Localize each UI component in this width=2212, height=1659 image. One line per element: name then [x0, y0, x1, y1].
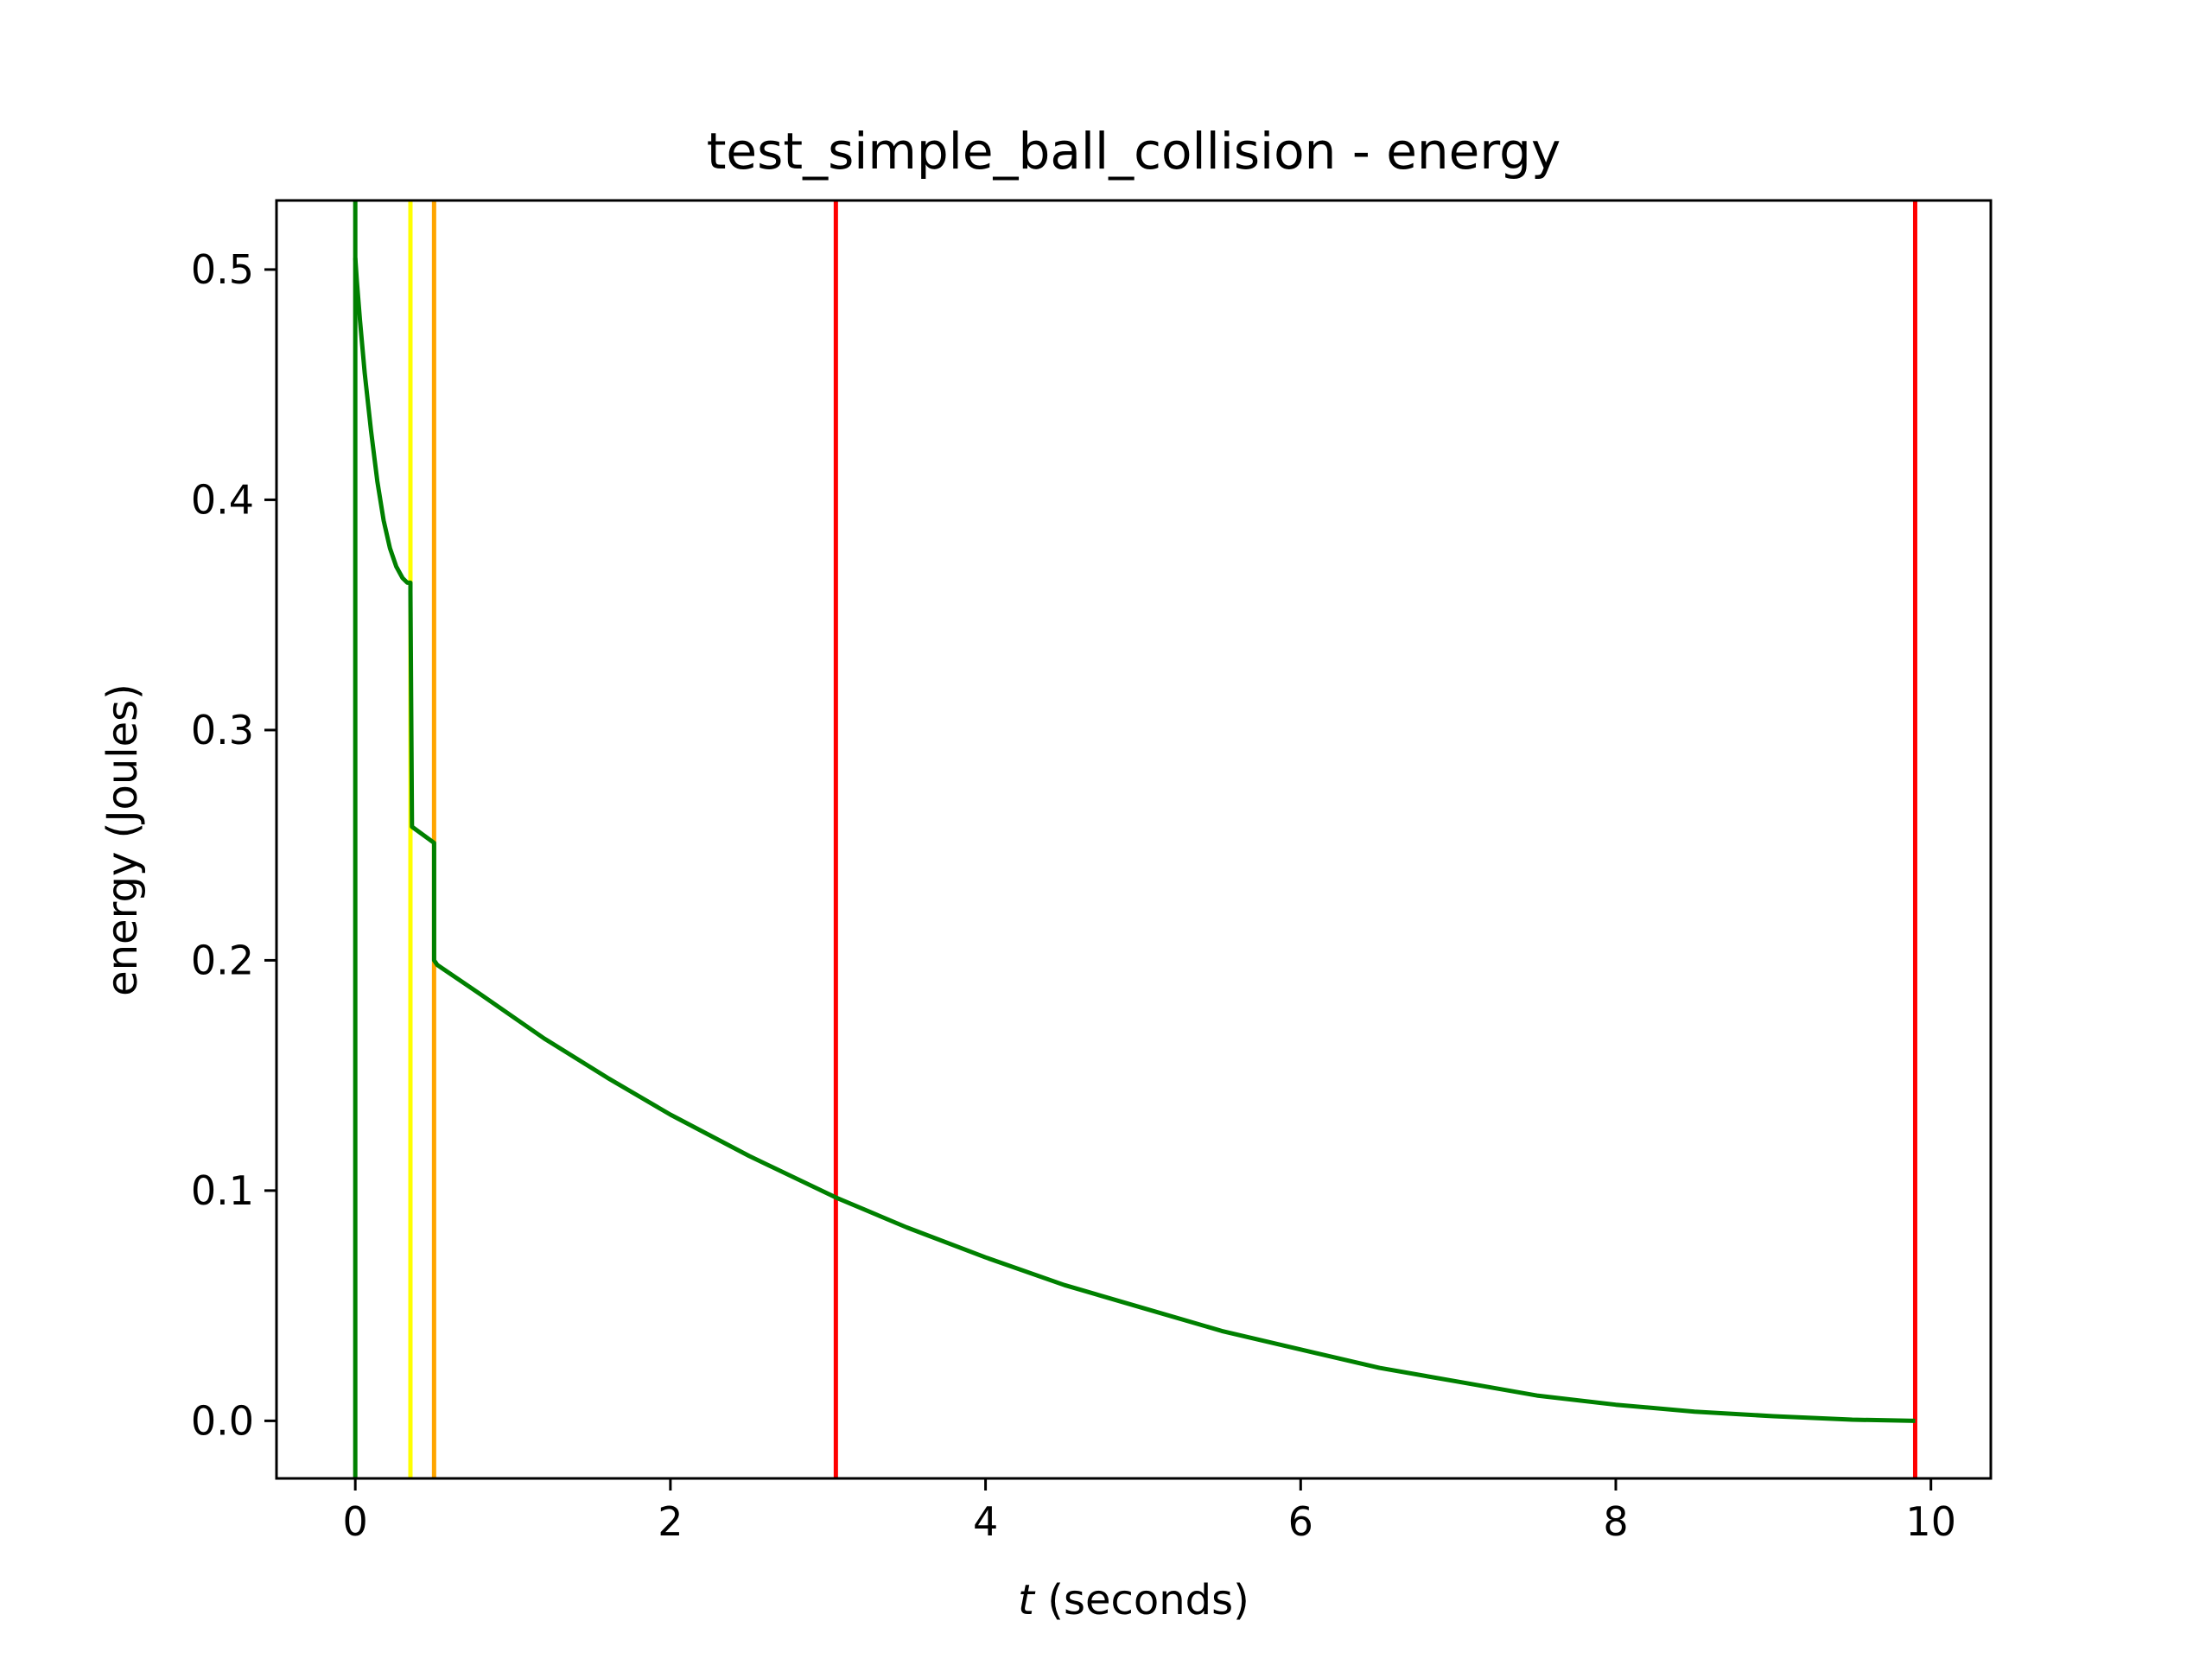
- y-tick-label-5: 0.5: [191, 246, 254, 293]
- x-tick-label-2: 4: [973, 1498, 998, 1545]
- x-axis-label-var: t: [1018, 1576, 1036, 1624]
- plot-area: [275, 199, 1993, 1480]
- x-tick-label-5: 10: [1905, 1498, 1956, 1545]
- x-axis-ticks: 0 2 4 6 8 10: [343, 1478, 1956, 1545]
- y-axis-ticks: 0.0 0.1 0.2 0.3 0.4 0.5: [191, 246, 276, 1444]
- vertical-lines: [353, 200, 1917, 1478]
- y-tick-label-0: 0.0: [191, 1397, 254, 1444]
- y-tick-label-4: 0.4: [191, 476, 254, 523]
- axes-frame: [275, 199, 1993, 1480]
- series-group: [353, 257, 1916, 1423]
- x-tick-label-4: 8: [1603, 1498, 1628, 1545]
- y-tick-label-3: 0.3: [191, 707, 254, 753]
- y-axis-label: energy (Joules): [99, 683, 147, 996]
- x-axis-label-rest: (seconds): [1034, 1576, 1249, 1624]
- x-tick-label-3: 6: [1288, 1498, 1313, 1545]
- y-tick-label-1: 0.1: [191, 1167, 254, 1214]
- x-tick-label-1: 2: [658, 1498, 683, 1545]
- x-tick-label-0: 0: [343, 1498, 368, 1545]
- series-line-0: [353, 257, 1916, 1423]
- x-axis-label: t (seconds): [1018, 1576, 1249, 1624]
- y-tick-label-2: 0.2: [191, 937, 254, 983]
- chart-title: test_simple_ball_collision - energy: [707, 122, 1561, 181]
